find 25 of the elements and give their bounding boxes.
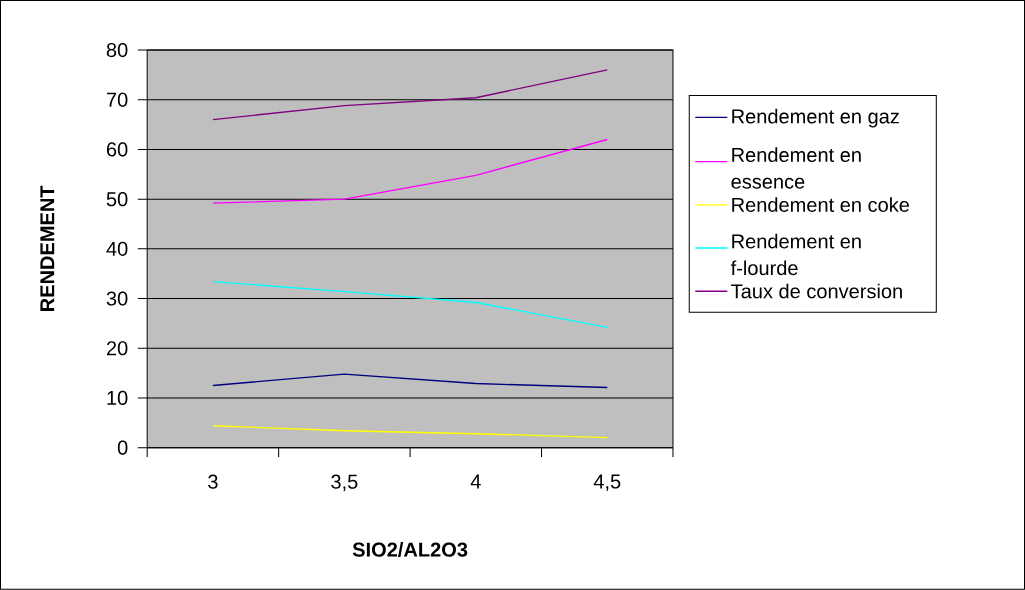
line-series [212, 281, 608, 329]
x-tick-label: 4 [470, 474, 481, 489]
legend-label: Rendement en gaz [732, 108, 899, 128]
line-series [212, 69, 608, 121]
y-axis-title: RENDEMENT [40, 185, 55, 312]
y-tick-label: 20 [106, 341, 128, 356]
legend-label: Rendement en coke [732, 197, 909, 213]
y-tick-label: 60 [106, 142, 128, 157]
legend-label: Rendement en essence [731, 147, 861, 189]
y-tick-label: 80 [106, 43, 128, 58]
x-axis-title: SIO2/AL2O3 [352, 542, 468, 558]
y-tick-label: 70 [106, 92, 128, 107]
y-tick-label: 0 [117, 440, 128, 455]
line-series [212, 138, 608, 204]
line-series [212, 425, 608, 439]
x-tick-label: 4,5 [593, 474, 621, 492]
x-tick-label: 3 [208, 474, 218, 489]
line-series [212, 373, 608, 389]
legend-label: Rendement en f-lourde [730, 233, 861, 276]
y-tick-label: 40 [106, 241, 128, 257]
legend-label: Taux de conversion [731, 283, 902, 299]
x-tick-label: 3,5 [331, 474, 358, 492]
y-tick-label: 10 [107, 390, 128, 406]
y-tick-label: 50 [106, 192, 128, 207]
y-tick-label: 30 [106, 291, 128, 306]
